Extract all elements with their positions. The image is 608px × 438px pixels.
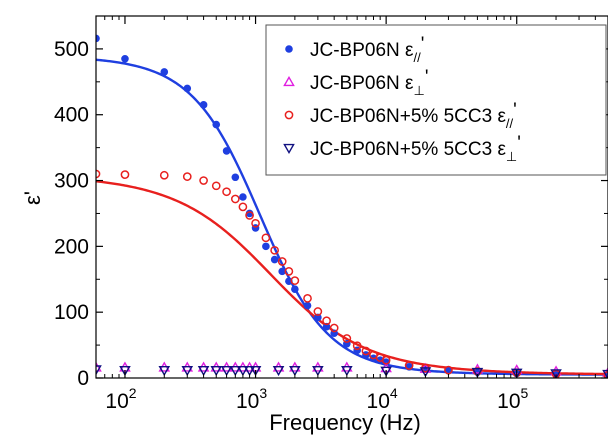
data-point — [329, 323, 339, 333]
data-points — [96, 34, 608, 378]
data-point — [550, 369, 562, 378]
data-point — [159, 170, 169, 180]
x-tick-label: 103 — [236, 385, 267, 413]
fit-curves — [96, 58, 608, 376]
data-point — [222, 147, 231, 155]
data-point — [220, 365, 233, 377]
data-point — [222, 187, 231, 197]
data-point — [291, 285, 299, 293]
data-point — [312, 365, 324, 377]
data-point — [314, 313, 322, 322]
x-axis-title: Frequency (Hz) — [269, 410, 421, 435]
data-point — [96, 34, 100, 43]
legend-item-1: JC-BP06N ε//' — [285, 34, 424, 65]
data-point — [603, 371, 608, 378]
data-point — [158, 365, 171, 377]
data-point — [262, 242, 270, 251]
fit-curve-2 — [96, 180, 608, 376]
y-tick-label: 400 — [54, 104, 89, 127]
plot-frame — [95, 15, 608, 379]
y-tick-label: 0 — [77, 367, 89, 390]
data-point — [313, 307, 323, 316]
data-point — [303, 294, 312, 303]
data-point — [120, 170, 130, 179]
data-point — [341, 365, 353, 377]
data-point — [270, 255, 279, 264]
data-point — [290, 276, 300, 285]
data-point — [96, 361, 102, 372]
data-point — [199, 101, 208, 109]
data-point — [238, 202, 248, 212]
y-tick-label: 100 — [54, 301, 89, 324]
legend-marker — [284, 110, 294, 120]
data-point — [352, 341, 362, 351]
data-point — [243, 365, 256, 377]
legend: JC-BP06N ε//'JC-BP06N ε⊥'JC-BP06N+5% 5CC… — [265, 24, 607, 176]
data-point — [471, 367, 484, 378]
data-point — [444, 365, 453, 375]
data-point — [361, 346, 371, 356]
data-point — [272, 365, 285, 377]
data-point — [381, 355, 391, 365]
data-point — [270, 245, 279, 255]
data-point — [322, 322, 331, 331]
legend-item-3: JC-BP06N+5% 5CC3 ε//' — [284, 100, 517, 131]
data-point — [277, 257, 287, 266]
data-point — [602, 369, 608, 378]
data-point — [404, 361, 414, 370]
legend-marker — [283, 75, 295, 87]
data-point — [278, 267, 287, 276]
series-4 — [96, 365, 608, 378]
x-tick-label: 102 — [105, 385, 136, 413]
data-point — [261, 233, 271, 243]
x-tick-label: 104 — [367, 385, 398, 413]
data-point — [376, 356, 384, 365]
data-point — [342, 334, 352, 343]
data-point — [251, 218, 260, 228]
data-point — [239, 193, 247, 201]
data-point — [229, 365, 242, 377]
data-point — [181, 365, 194, 377]
data-point — [231, 173, 240, 182]
data-point — [182, 172, 192, 181]
data-point — [199, 176, 208, 185]
data-point — [303, 301, 312, 310]
legend-label: JC-BP06N+5% 5CC3 ε//' — [310, 100, 517, 131]
y-axis-title: ε' — [20, 191, 45, 205]
legend-label: JC-BP06N ε//' — [310, 34, 424, 65]
data-point — [322, 316, 331, 326]
y-tick-label: 500 — [54, 38, 89, 61]
data-point — [510, 368, 523, 378]
legend-marker — [285, 45, 293, 53]
legend-marker — [283, 143, 295, 155]
data-point — [121, 54, 129, 63]
fit-curve-1 — [96, 58, 608, 376]
legend-item-2: JC-BP06N ε⊥' — [283, 67, 428, 98]
data-point — [419, 367, 432, 378]
data-point — [380, 366, 392, 377]
data-point — [230, 194, 240, 204]
data-point — [289, 365, 301, 377]
y-tick-label: 300 — [54, 170, 89, 193]
data-point — [96, 365, 102, 376]
data-point — [212, 120, 221, 129]
legend-box — [265, 24, 607, 176]
data-point — [284, 267, 294, 276]
legend-item-4: JC-BP06N+5% 5CC3 ε⊥' — [283, 133, 521, 164]
data-point — [237, 365, 249, 377]
series-3 — [96, 169, 608, 378]
data-point — [249, 365, 262, 377]
data-point — [119, 365, 131, 377]
data-point — [160, 68, 169, 76]
legend-label: JC-BP06N+5% 5CC3 ε⊥' — [310, 133, 521, 164]
legend-label: JC-BP06N ε⊥' — [310, 67, 428, 98]
data-point — [197, 365, 210, 377]
data-point — [210, 365, 223, 377]
x-tick-label: 105 — [497, 385, 528, 413]
data-point — [245, 211, 254, 220]
data-point — [183, 84, 192, 93]
y-tick-label: 200 — [54, 235, 89, 258]
data-point — [211, 181, 221, 191]
